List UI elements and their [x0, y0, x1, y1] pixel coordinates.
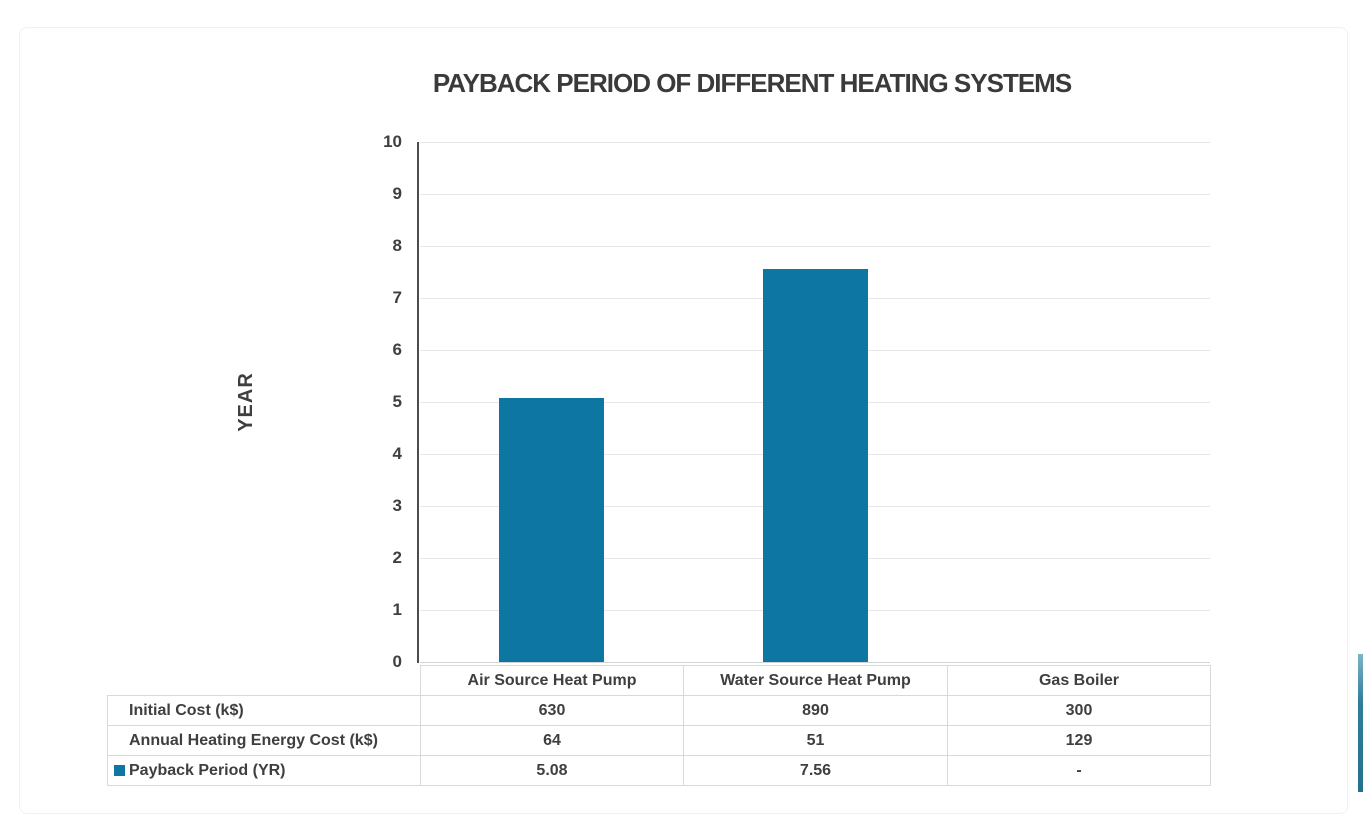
y-tick-label: 0	[392, 652, 402, 671]
row-label: Initial Cost (k$)	[129, 701, 244, 719]
accent-strip	[1358, 654, 1363, 792]
gridline	[420, 194, 1210, 195]
value-cell: 890	[683, 695, 948, 726]
value-cell: 129	[947, 725, 1211, 756]
value-cell: -	[947, 755, 1211, 786]
chart-title: PAYBACK PERIOD OF DIFFERENT HEATING SYST…	[432, 68, 1072, 98]
y-tick-label: 3	[392, 496, 402, 515]
category-label: Gas Boiler	[947, 665, 1211, 696]
y-axis-title: YEAR	[235, 372, 257, 432]
row-label-cell: Annual Heating Energy Cost (k$)	[107, 725, 421, 756]
category-label: Air Source Heat Pump	[420, 665, 684, 696]
y-tick-label: 5	[392, 392, 402, 411]
gridline	[420, 662, 1210, 663]
y-tick-label: 8	[392, 236, 402, 255]
value-cell: 300	[947, 695, 1211, 726]
gridline	[420, 246, 1210, 247]
y-tick-label: 7	[392, 288, 402, 307]
bar-air-source-heat-pump	[499, 397, 604, 662]
row-label-cell: Initial Cost (k$)	[107, 695, 421, 726]
y-tick-label: 2	[392, 548, 402, 567]
y-tick-label: 1	[392, 600, 402, 619]
frame-border	[19, 27, 1348, 814]
gridline	[420, 142, 1210, 143]
y-tick-label: 9	[392, 184, 402, 203]
y-tick-label: 6	[392, 340, 402, 359]
category-label: Water Source Heat Pump	[683, 665, 948, 696]
bar-water-source-heat-pump	[762, 268, 868, 662]
value-cell: 7.56	[683, 755, 948, 786]
value-cell: 630	[420, 695, 684, 726]
value-cell: 51	[683, 725, 948, 756]
y-tick-label: 4	[392, 444, 402, 463]
legend-key-icon	[114, 765, 125, 776]
y-tick-label: 10	[383, 132, 402, 151]
value-cell: 5.08	[420, 755, 684, 786]
row-label-cell: Payback Period (YR)	[107, 755, 421, 786]
row-label: Payback Period (YR)	[129, 761, 286, 779]
row-label: Annual Heating Energy Cost (k$)	[129, 731, 378, 749]
y-axis-line	[417, 142, 419, 663]
value-cell: 64	[420, 725, 684, 756]
